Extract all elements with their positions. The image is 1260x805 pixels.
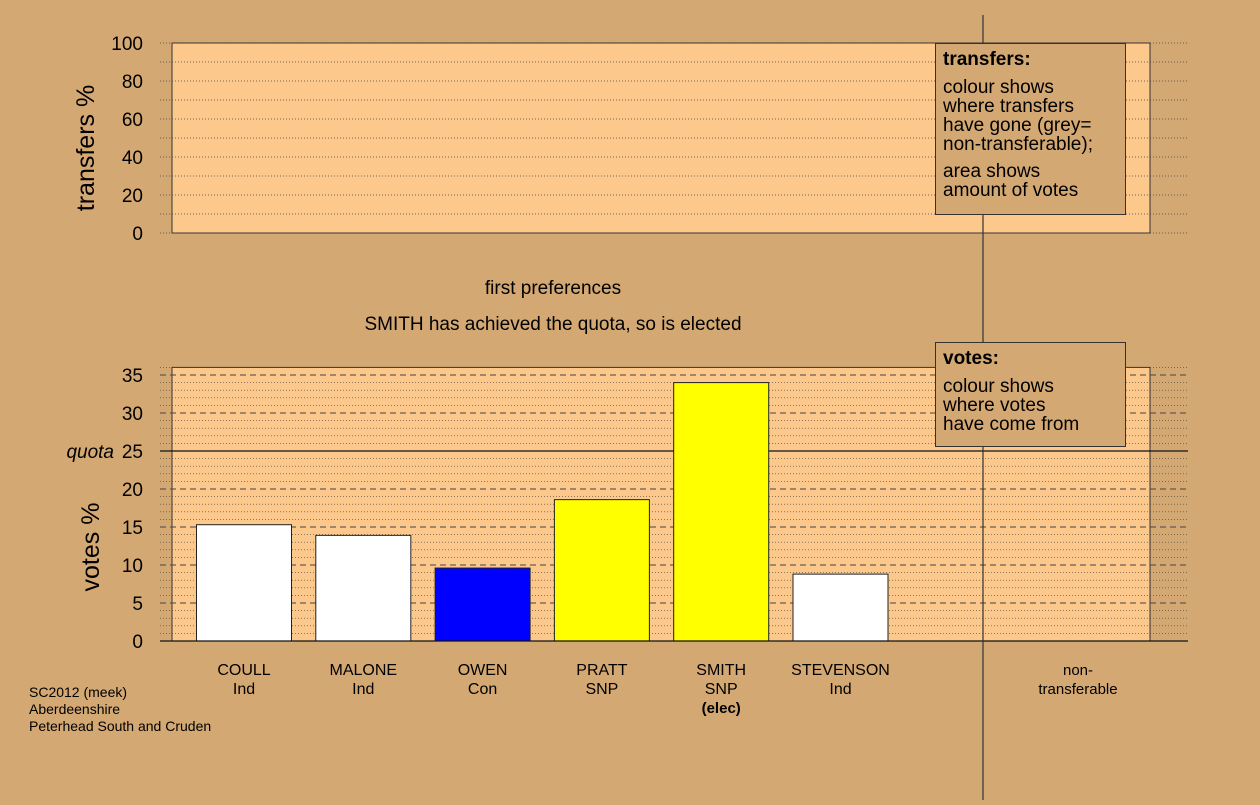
vote-bar-owen — [434, 567, 531, 642]
votes-y-tick-label: 30 — [122, 404, 143, 425]
transfers-y-tick-label: 0 — [132, 224, 143, 245]
candidate-name-label: COULL — [217, 662, 270, 679]
transfers-y-tick-label: 20 — [122, 186, 143, 207]
vote-bar-coull — [196, 524, 292, 642]
votes-y-tick-label: 10 — [122, 556, 143, 577]
transfers-y-tick-label: 60 — [122, 110, 143, 131]
footer-line: SC2012 (meek) — [29, 684, 128, 700]
votes-legend-line: where votes — [943, 395, 1046, 416]
transfers-y-axis-label: transfers % — [72, 85, 100, 211]
transfers-legend-line: amount of votes — [943, 180, 1079, 201]
vote-bar-malone — [315, 534, 412, 642]
votes-legend-box: votes: colour shows where votes have com… — [935, 342, 1126, 447]
transfers-legend-line: where transfers — [943, 96, 1074, 117]
votes-y-tick-label: 15 — [122, 518, 143, 539]
transfers-legend-heading: transfers: — [943, 49, 1031, 70]
candidate-name-label: STEVENSON — [791, 662, 890, 679]
quota-label: quota — [66, 442, 114, 463]
footer-line: Aberdeenshire — [29, 701, 121, 717]
transfers-legend-box: transfers: colour shows where transfers … — [935, 43, 1126, 215]
transfers-legend-line: have gone (grey= — [943, 115, 1092, 136]
votes-y-tick-label: 20 — [122, 480, 143, 501]
candidate-party-label: Ind — [352, 681, 374, 698]
candidate-name-label: PRATT — [576, 662, 627, 679]
votes-legend-line: colour shows — [943, 376, 1054, 397]
transfers-legend-line: non-transferable); — [943, 134, 1093, 155]
votes-y-tick-label: 35 — [122, 366, 143, 387]
vote-bar-stevenson — [792, 573, 889, 642]
transfers-legend-line: colour shows — [943, 77, 1054, 98]
footer: SC2012 (meek) Aberdeenshire Peterhead So… — [29, 684, 211, 735]
non-transferable-label: transferable — [1038, 681, 1117, 698]
candidate-name-label: SMITH — [696, 662, 746, 679]
candidate-party-label: SNP — [705, 681, 738, 698]
vote-bar-pratt — [553, 499, 650, 642]
chart-title: first preferences — [485, 278, 621, 299]
candidate-party-label: Con — [468, 681, 497, 698]
transfers-legend-line: area shows — [943, 161, 1041, 182]
vote-bar-smith — [673, 382, 770, 642]
chart-subtitle: SMITH has achieved the quota, so is elec… — [364, 314, 741, 335]
transfers-y-tick-label: 100 — [111, 34, 143, 55]
candidate-party-label: SNP — [585, 681, 618, 698]
non-transferable-label: non- — [1063, 662, 1093, 679]
votes-y-tick-label: 5 — [132, 594, 143, 615]
transfers-y-tick-label: 80 — [122, 72, 143, 93]
votes-y-tick-label: 0 — [132, 632, 143, 653]
votes-legend-heading: votes: — [943, 348, 999, 369]
candidate-party-label: Ind — [233, 681, 255, 698]
votes-legend-line: have come from — [943, 414, 1080, 435]
candidate-name-label: MALONE — [330, 662, 398, 679]
votes-y-axis-label: votes % — [77, 503, 105, 592]
candidate-name-label: OWEN — [458, 662, 508, 679]
footer-line: Peterhead South and Cruden — [29, 718, 212, 734]
candidate-status-label: (elec) — [702, 700, 741, 717]
candidate-party-label: Ind — [829, 681, 851, 698]
transfers-y-tick-label: 40 — [122, 148, 143, 169]
votes-y-tick-label: 25 — [122, 442, 143, 463]
